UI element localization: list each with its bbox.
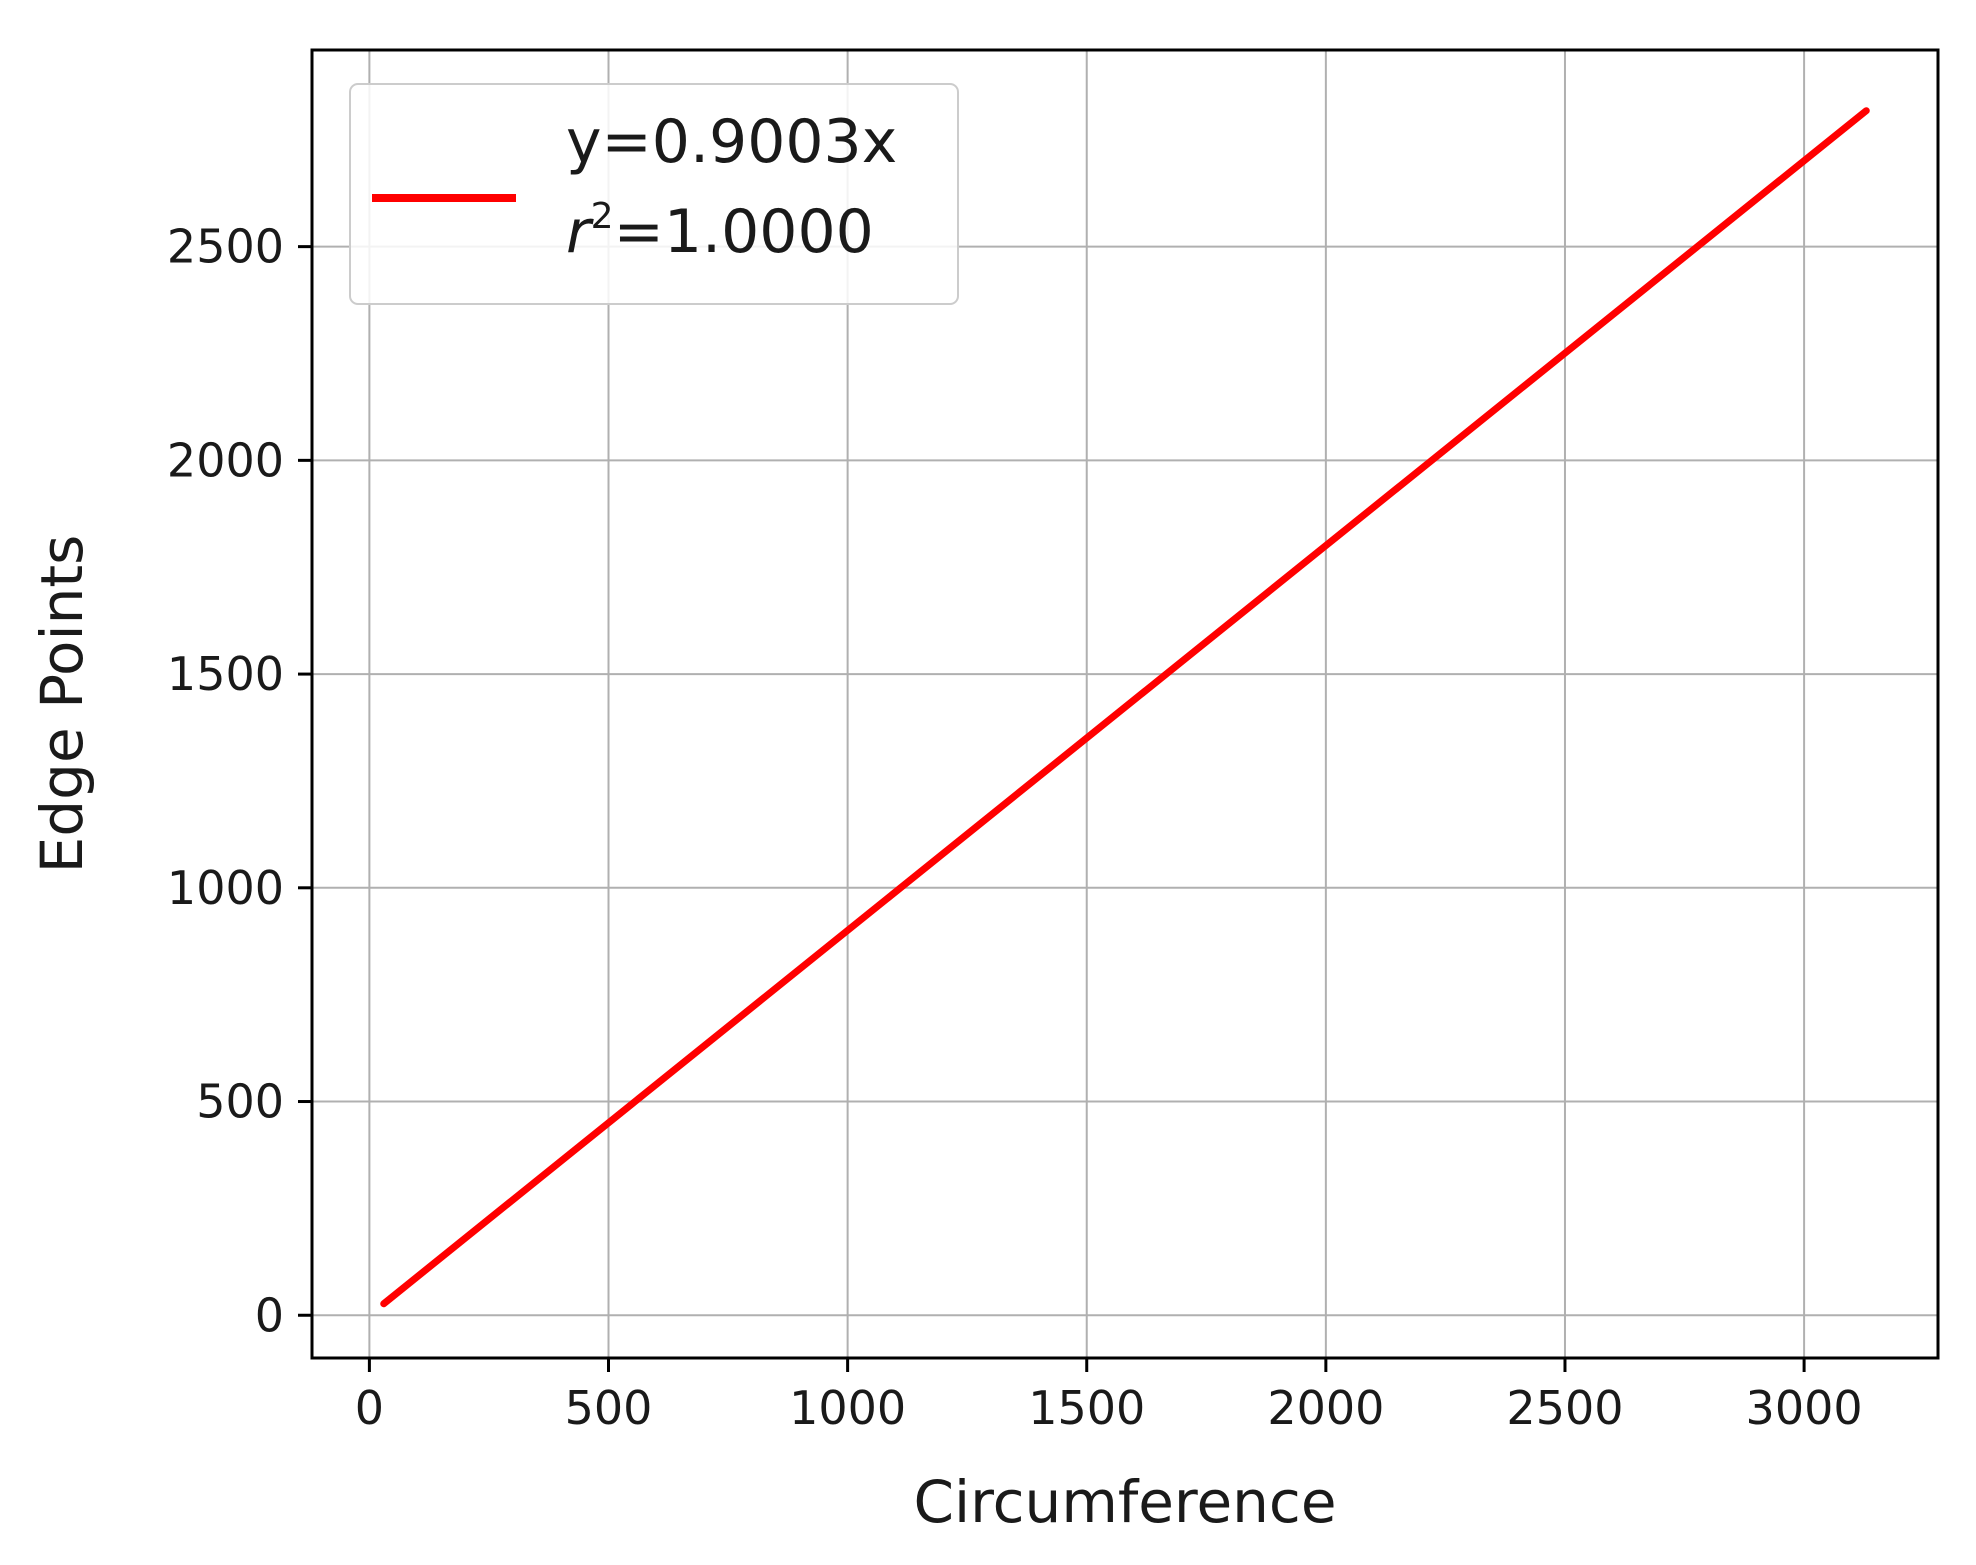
y-tick-label: 500 — [196, 1075, 284, 1129]
series-line — [380, 107, 1870, 1308]
y-tick-label: 0 — [255, 1288, 284, 1342]
legend-r-value: =1.0000 — [614, 197, 874, 267]
legend-r-squared: r2=1.0000 — [566, 196, 874, 267]
y-tick-label: 2000 — [167, 433, 284, 487]
legend-box — [349, 83, 959, 305]
legend: y=0.9003x r2=1.0000 — [349, 83, 959, 305]
series-layer — [380, 107, 1870, 1308]
y-tick-label: 1500 — [167, 647, 284, 701]
legend-r-exponent: 2 — [591, 196, 614, 237]
y-tick-label: 1000 — [167, 861, 284, 915]
x-tick-label: 1500 — [1028, 1381, 1145, 1435]
x-tick-label: 0 — [355, 1381, 384, 1435]
ticks: 0 500 1000 1500 2000 2500 3000 0 500 1000 1500 2000… — [167, 220, 1863, 1435]
legend-equation: y=0.9003x — [566, 107, 897, 177]
x-tick-label: 2000 — [1267, 1381, 1384, 1435]
y-axis-label: Edge Points — [28, 535, 96, 874]
legend-r-symbol: r — [566, 197, 594, 267]
x-tick-label: 1000 — [789, 1381, 906, 1435]
x-tick-label: 2500 — [1506, 1381, 1623, 1435]
x-tick-label: 3000 — [1746, 1381, 1863, 1435]
axes-frame — [310, 48, 1940, 1360]
x-axis-label: Circumference — [913, 1468, 1336, 1536]
y-tick-label: 2500 — [167, 220, 284, 274]
x-tick-label: 500 — [565, 1381, 653, 1435]
